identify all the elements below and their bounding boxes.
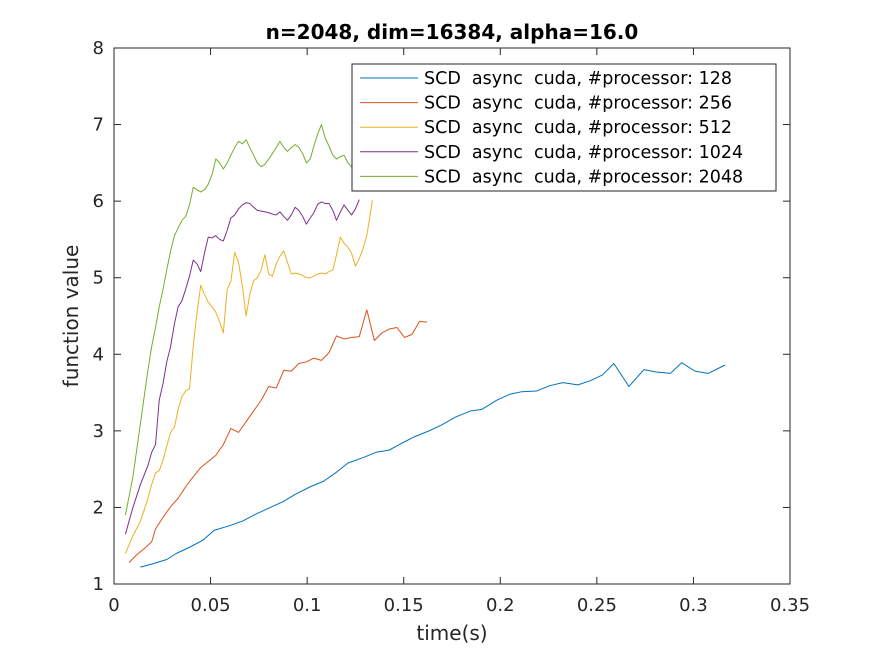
x-axis-ticks: 0 0.05 0.1 0.15 0.2 0.25 0.3 0.35 [108,48,810,616]
y-tick-label: 4 [93,344,104,365]
x-tick-label: 0.35 [770,595,810,616]
legend-label-2: SCD async cuda, #processor: 256 [424,94,732,114]
y-tick-label: 3 [93,421,104,442]
x-tick-label: 0.3 [679,595,708,616]
y-tick-label: 8 [93,38,104,59]
x-tick-label: 0.2 [486,595,515,616]
series-line-4 [124,199,360,535]
legend-box [351,63,777,192]
legend-label-1: SCD async cuda, #processor: 128 [424,69,732,89]
series-line-2 [128,309,428,563]
series-line-5 [124,124,358,516]
y-axis-label: function value [59,245,83,388]
y-tick-label: 7 [93,115,104,136]
legend-items: SCD async cuda, #processor: 128 SCD async… [360,69,743,187]
y-tick-label: 5 [93,268,104,289]
legend-label-3: SCD async cuda, #processor: 512 [424,118,732,138]
x-tick-label: 0.05 [191,595,231,616]
y-axis-ticks: 1 2 3 4 5 6 7 8 [93,38,790,595]
y-tick-label: 6 [93,191,104,212]
legend-label-4: SCD async cuda, #processor: 1024 [424,143,743,163]
x-tick-label: 0.1 [293,595,322,616]
series-line-3 [124,200,373,554]
legend: SCD async cuda, #processor: 128 SCD async… [351,63,777,192]
x-tick-label: 0.15 [384,595,424,616]
legend-label-5: SCD async cuda, #processor: 2048 [424,167,743,187]
x-tick-label: 0 [108,595,119,616]
series-layer [124,124,726,568]
series-line-1 [140,362,726,568]
x-tick-label: 0.25 [577,595,617,616]
y-tick-label: 2 [93,497,104,518]
chart-title: n=2048, dim=16384, alpha=16.0 [266,20,639,44]
y-tick-label: 1 [93,574,104,595]
x-axis-label: time(s) [416,621,487,645]
